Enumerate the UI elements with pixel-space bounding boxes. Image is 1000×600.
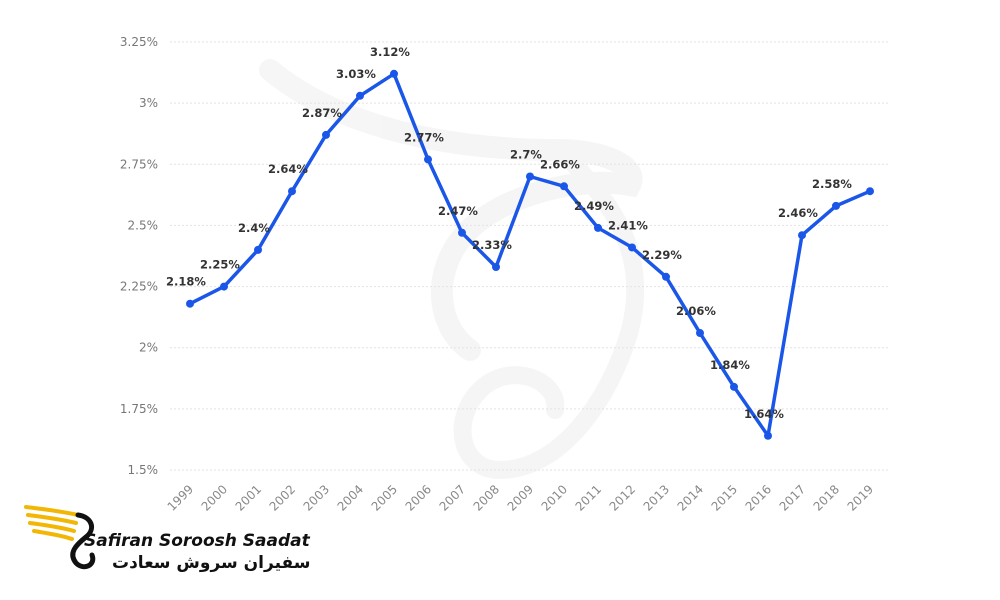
data-label: 1.64% <box>744 407 784 421</box>
x-tick-label: 2013 <box>641 482 672 513</box>
data-label: 2.66% <box>540 157 580 171</box>
data-point <box>526 172 534 181</box>
x-tick-label: 2010 <box>539 482 570 513</box>
x-tick-label: 2018 <box>811 482 842 513</box>
data-label: 2.49% <box>574 199 614 213</box>
data-point <box>696 329 704 338</box>
y-tick-label: 1.75% <box>120 402 158 416</box>
y-tick-label: 2.75% <box>120 157 158 171</box>
data-label: 1.84% <box>710 358 750 372</box>
data-labels: 2.18% 2.25% 2.4% 2.64% 2.87% 3.03% 3.12% 2.77% 2… <box>166 45 852 421</box>
y-tick-label: 2.5% <box>128 218 159 232</box>
x-tick-label: 2019 <box>845 482 876 513</box>
data-point <box>390 69 398 78</box>
y-axis-ticks: 1.5% 1.75% 2% 2.25% 2.5% 2.75% 3% 3.25% <box>120 35 158 477</box>
data-point <box>764 431 772 440</box>
data-label: 3.12% <box>370 45 410 59</box>
x-tick-label: 2014 <box>675 482 706 513</box>
data-point <box>594 223 602 232</box>
data-label: 2.46% <box>778 206 818 220</box>
x-tick-label: 2012 <box>607 482 638 513</box>
data-point <box>730 382 738 391</box>
data-point <box>288 187 296 196</box>
x-tick-label: 2003 <box>301 482 332 513</box>
data-point <box>628 243 636 252</box>
x-tick-label: 2008 <box>471 482 502 513</box>
y-tick-label: 2.25% <box>120 280 158 294</box>
data-label: 2.7% <box>510 148 542 162</box>
y-tick-label: 3.25% <box>120 35 158 49</box>
data-point <box>220 282 228 291</box>
watermark-swan-icon <box>259 59 645 480</box>
data-point <box>866 187 874 196</box>
data-point <box>832 201 840 210</box>
data-label: 2.47% <box>438 204 478 218</box>
data-label: 2.06% <box>676 304 716 318</box>
x-tick-label: 2016 <box>743 482 774 513</box>
data-point <box>662 272 670 281</box>
data-point <box>798 231 806 240</box>
x-tick-label: 2015 <box>709 482 740 513</box>
y-tick-label: 2% <box>139 341 158 355</box>
y-tick-label: 3% <box>139 96 158 110</box>
data-label: 2.87% <box>302 106 342 120</box>
data-point <box>186 299 194 308</box>
data-point <box>356 91 364 100</box>
x-tick-label: 2004 <box>335 482 366 513</box>
data-label: 2.25% <box>200 258 240 272</box>
data-point <box>424 155 432 164</box>
data-label: 2.4% <box>238 221 270 235</box>
swan-wing-logo-icon <box>24 505 96 570</box>
x-tick-label: 2017 <box>777 482 808 513</box>
data-point <box>492 263 500 272</box>
x-tick-label: 2009 <box>505 482 536 513</box>
data-label: 2.29% <box>642 248 682 262</box>
data-points <box>186 69 874 440</box>
data-point <box>322 130 330 139</box>
x-tick-label: 2006 <box>403 482 434 513</box>
data-label: 2.58% <box>812 177 852 191</box>
brand-name-latin: Safiran Soroosh Saadat <box>84 531 310 551</box>
y-tick-label: 1.5% <box>128 463 159 477</box>
data-point <box>560 182 568 191</box>
data-label: 2.18% <box>166 275 206 289</box>
x-tick-label: 2011 <box>573 482 604 513</box>
brand-name-persian: سفیران سروش سعادت <box>112 553 311 573</box>
data-label: 3.03% <box>336 67 376 81</box>
data-point <box>254 245 262 254</box>
x-tick-label: 2007 <box>437 482 468 513</box>
data-label: 2.33% <box>472 238 512 252</box>
brand-logo: Safiran Soroosh Saadat سفیران سروش سعادت <box>20 495 310 585</box>
data-label: 2.41% <box>608 218 648 232</box>
data-label: 2.77% <box>404 130 444 144</box>
data-label: 2.64% <box>268 162 308 176</box>
x-tick-label: 2005 <box>369 482 400 513</box>
data-point <box>458 228 466 237</box>
